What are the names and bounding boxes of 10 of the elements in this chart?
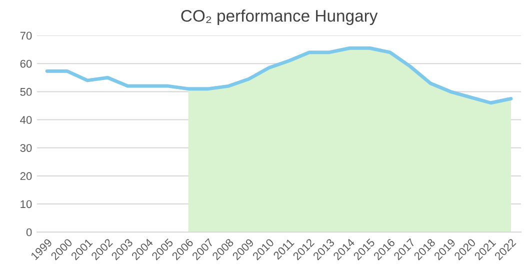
line-series [45,46,513,105]
y-tick-label: 30 [20,144,32,152]
y-tick-label: 50 [20,88,32,96]
y-tick-label: 60 [20,60,32,68]
y-tick-label: 0 [26,228,32,236]
y-tick-label: 10 [20,200,32,208]
y-tick-label: 20 [20,172,32,180]
y-tick-label: 70 [20,32,32,40]
y-tick-label: 40 [20,116,32,124]
chart-title: CO₂ performance Hungary [181,10,378,26]
